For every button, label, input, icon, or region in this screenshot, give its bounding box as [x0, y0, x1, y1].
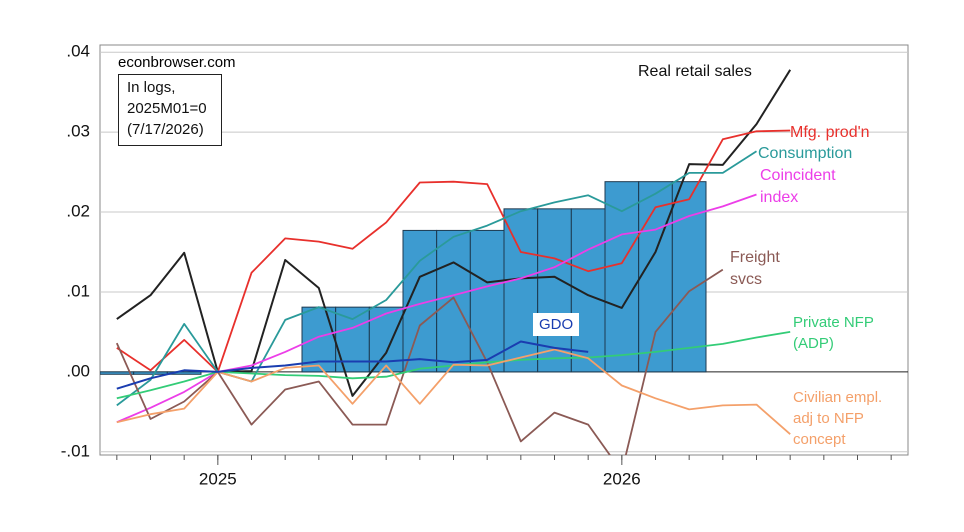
- bar: [604, 181, 640, 373]
- y-tick-label: .00: [66, 361, 90, 380]
- series-label: Mfg. prod'n: [790, 124, 870, 141]
- bar: [100, 371, 135, 375]
- bar: [503, 208, 539, 373]
- source: econbrowser.com: [118, 54, 236, 71]
- series-label: Freight svcs: [730, 249, 780, 288]
- bar: [166, 371, 202, 375]
- series-label: Real retail sales: [638, 63, 752, 80]
- y-tick-label: .04: [66, 42, 90, 61]
- y-tick-label: .02: [66, 202, 90, 221]
- series-label: Civilian empl. adj to NFP concept: [793, 389, 883, 448]
- series-line: [116, 340, 589, 390]
- series-line: [116, 348, 791, 435]
- bar: [671, 181, 707, 373]
- y-tick-label: .03: [66, 122, 90, 141]
- series-label: Private NFP (ADP): [793, 314, 874, 352]
- x-tick-label: 2026: [603, 469, 641, 488]
- bar: [570, 208, 606, 373]
- series-line: [116, 129, 791, 373]
- series-label: GDO: [533, 313, 580, 336]
- bar: [537, 208, 572, 373]
- note-line: In logs,: [127, 79, 176, 96]
- note-line: (7/17/2026): [127, 121, 204, 138]
- plot-layer: [100, 69, 792, 455]
- series-label: Consumption: [758, 145, 853, 162]
- bar: [436, 229, 471, 373]
- y-tick-label: .01: [66, 281, 90, 300]
- series-label: Coincident index: [760, 167, 836, 206]
- bar: [638, 181, 673, 373]
- bar: [469, 229, 505, 373]
- note-line: 2025M01=0: [127, 100, 207, 117]
- x-tick-label: 2025: [199, 469, 237, 488]
- note-box: In logs, 2025M01=0 (7/17/2026): [118, 74, 222, 146]
- y-tick-label: -.01: [61, 441, 90, 460]
- bar: [133, 371, 168, 375]
